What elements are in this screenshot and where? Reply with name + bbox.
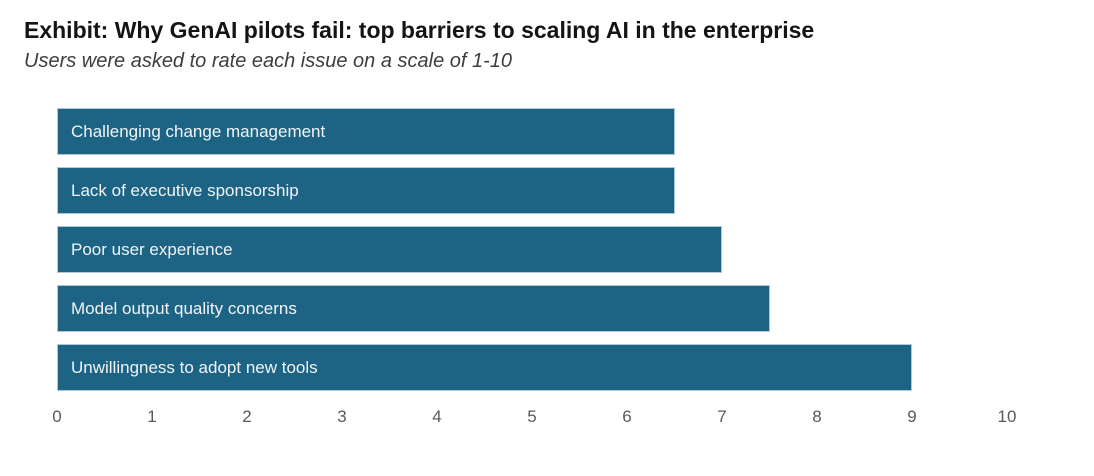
bar-row: Unwillingness to adopt new tools (57, 344, 1017, 391)
x-axis-tick: 8 (812, 407, 822, 426)
bar-label: Poor user experience (71, 239, 233, 259)
x-axis-tick: 7 (717, 407, 727, 426)
bar-3: Poor user experience (57, 226, 722, 273)
x-axis: 0 1 2 3 4 5 6 7 8 9 10 (52, 405, 1017, 429)
bar-label: Challenging change management (71, 121, 326, 141)
x-axis-tick: 9 (907, 407, 917, 426)
x-axis-tick: 10 (997, 407, 1017, 426)
bar-5: Unwillingness to adopt new tools (57, 344, 912, 391)
bar-4: Model output quality concerns (57, 285, 770, 332)
bar-chart: Challenging change management Lack of exe… (52, 108, 1017, 429)
x-axis-tick: 3 (337, 407, 347, 426)
bar-2: Lack of executive sponsorship (57, 167, 675, 214)
bar-row: Challenging change management (57, 108, 1017, 155)
bar-row: Model output quality concerns (57, 285, 1017, 332)
x-axis-tick: 5 (527, 407, 537, 426)
chart-title: Exhibit: Why GenAI pilots fail: top barr… (24, 17, 815, 43)
bar-label: Unwillingness to adopt new tools (71, 357, 318, 377)
x-axis-tick: 0 (52, 407, 62, 426)
bar-label: Model output quality concerns (71, 298, 297, 318)
x-axis-tick: 4 (432, 407, 442, 426)
x-axis-tick: 2 (242, 407, 252, 426)
chart-page: Exhibit: Why GenAI pilots fail: top barr… (24, 17, 1017, 429)
x-axis-tick: 1 (147, 407, 157, 426)
bar-row: Poor user experience (57, 226, 1017, 273)
x-axis-tick: 6 (622, 407, 632, 426)
plot-area: Challenging change management Lack of exe… (57, 108, 1017, 391)
bar-1: Challenging change management (57, 108, 675, 155)
bar-row: Lack of executive sponsorship (57, 167, 1017, 214)
bar-label: Lack of executive sponsorship (71, 180, 299, 200)
chart-subtitle: Users were asked to rate each issue on a… (24, 50, 513, 72)
